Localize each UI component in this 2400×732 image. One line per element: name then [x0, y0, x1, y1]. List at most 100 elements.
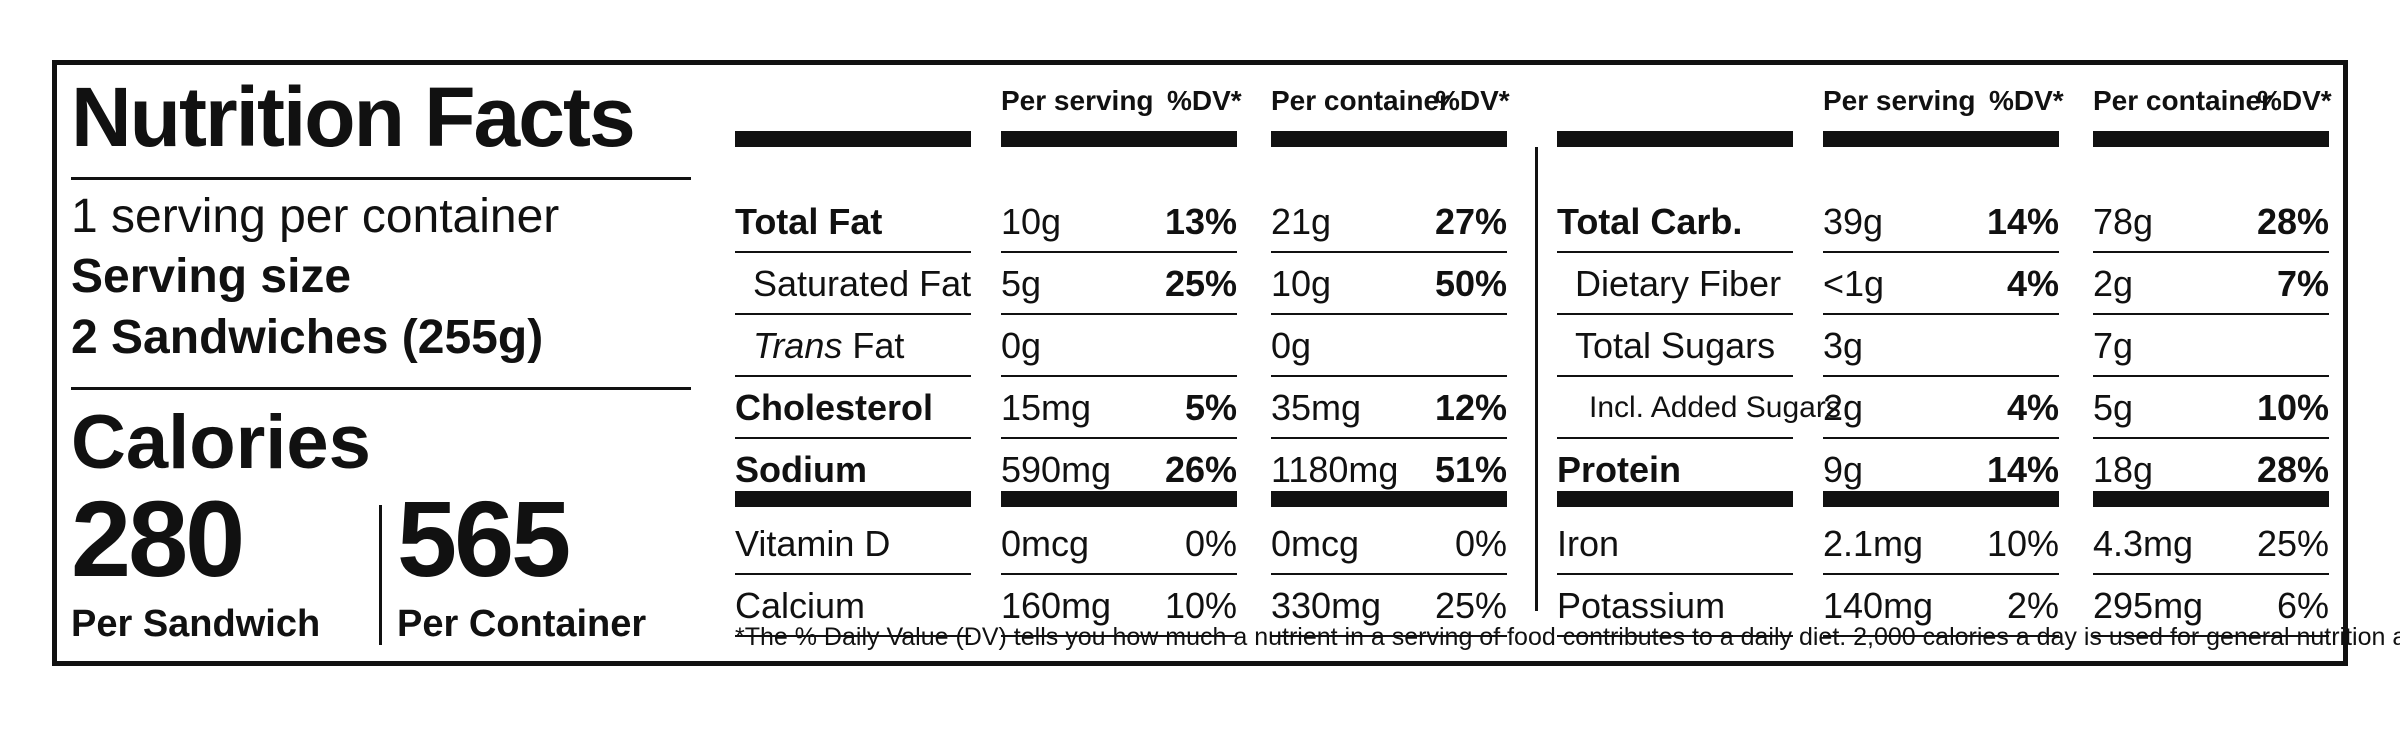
left-row-separator — [735, 251, 971, 253]
right-row-separator — [1823, 437, 2059, 439]
left-row-separator — [1271, 251, 1507, 253]
right-serving-amount-iron: 2.1mg — [1823, 523, 1924, 564]
right-nutrient-name-dietary-fiber: Dietary Fiber — [1575, 263, 1782, 304]
left-row-separator — [735, 573, 971, 575]
right-header-per-container: Per container — [2093, 85, 2272, 116]
left-table-mineral-bar — [1001, 491, 1237, 507]
left-serving-amount-sodium: 590mg — [1001, 449, 1112, 490]
left-container-dv-calcium: 25% — [1434, 585, 1507, 626]
right-serving-amount-total-carb: 39g — [1823, 201, 1884, 242]
servings-per-container: 1 serving per container — [71, 190, 560, 243]
right-nutrient-name-iron: Iron — [1557, 523, 1620, 564]
right-container-dv-potassium: 6% — [2276, 585, 2329, 626]
left-nutrient-name-vitamin-d: Vitamin D — [735, 523, 891, 564]
calories-per-sandwich: 280 — [71, 478, 245, 599]
left-container-amount-saturated-fat: 10g — [1271, 263, 1332, 304]
per-sandwich-label: Per Sandwich — [71, 603, 321, 645]
right-row-separator — [1823, 635, 2059, 637]
right-container-amount-iron: 4.3mg — [2093, 523, 2194, 564]
right-row-separator — [2093, 313, 2329, 315]
left-container-dv-sodium: 51% — [1434, 449, 1507, 490]
right-table-top-bar — [1823, 131, 2059, 147]
left-serving-dv-cholesterol: 5% — [1184, 387, 1237, 428]
calories-divider — [379, 505, 382, 645]
right-row-separator — [1557, 313, 1793, 315]
right-nutrient-name-potassium: Potassium — [1557, 585, 1726, 626]
table-column-divider — [1535, 147, 1538, 611]
right-header-serving-dv: %DV* — [1989, 85, 2064, 116]
right-nutrient-name-total-sugars: Total Sugars — [1575, 325, 1776, 366]
left-header-per-serving: Per serving — [1001, 85, 1154, 116]
left-serving-amount-calcium: 160mg — [1001, 585, 1112, 626]
right-serving-amount-incl-added-sugars: 2g — [1823, 387, 1864, 428]
right-serving-amount-dietary-fiber: <1g — [1823, 263, 1885, 304]
left-container-amount-vitamin-d: 0mcg — [1271, 523, 1360, 564]
left-row-separator — [735, 437, 971, 439]
left-container-amount-sodium: 1180mg — [1271, 449, 1399, 490]
left-container-dv-saturated-fat: 50% — [1434, 263, 1507, 304]
left-row-separator — [1271, 313, 1507, 315]
right-table-top-bar — [1557, 131, 1793, 147]
right-row-separator — [1823, 251, 2059, 253]
right-container-amount-protein: 18g — [2093, 449, 2154, 490]
left-table-top-bar — [735, 131, 971, 147]
nutrition-summary-panel: Nutrition Facts 1 serving per container … — [57, 65, 697, 661]
right-container-dv-dietary-fiber: 7% — [2276, 263, 2329, 304]
left-serving-dv-sodium: 26% — [1164, 449, 1237, 490]
label-title: Nutrition Facts — [71, 70, 636, 164]
right-table-mineral-bar — [1557, 491, 1793, 507]
left-container-dv-total-fat: 27% — [1434, 201, 1507, 242]
left-serving-amount-cholesterol: 15mg — [1001, 387, 1092, 428]
left-table-top-bar — [1271, 131, 1507, 147]
left-serving-dv-vitamin-d: 0% — [1184, 523, 1237, 564]
nutrient-name-rest: Fat — [852, 325, 905, 366]
serving-divider — [71, 387, 691, 390]
right-row-separator — [1823, 375, 2059, 377]
left-nutrient-name-total-fat: Total Fat — [735, 201, 883, 242]
left-row-separator — [1271, 375, 1507, 377]
left-row-separator — [1001, 313, 1237, 315]
right-serving-dv-incl-added-sugars: 4% — [2006, 387, 2059, 428]
right-serving-dv-iron: 10% — [1986, 523, 2059, 564]
left-row-separator — [1271, 635, 1507, 637]
right-serving-amount-potassium: 140mg — [1823, 585, 1934, 626]
right-container-amount-incl-added-sugars: 5g — [2093, 387, 2134, 428]
calories-per-container: 565 — [397, 478, 571, 599]
right-container-dv-iron: 25% — [2256, 523, 2329, 564]
right-row-separator — [2093, 251, 2329, 253]
left-row-separator — [735, 635, 971, 637]
right-nutrient-name-incl-added-sugars: Incl. Added Sugars — [1589, 391, 1841, 424]
title-divider — [71, 177, 691, 180]
left-header-container-dv: %DV* — [1435, 85, 1510, 116]
left-nutrient-name-sodium: Sodium — [735, 449, 867, 490]
left-container-dv-cholesterol: 12% — [1434, 387, 1507, 428]
left-header-per-container: Per container — [1271, 85, 1450, 116]
left-row-separator — [735, 313, 971, 315]
left-container-dv-vitamin-d: 0% — [1454, 523, 1507, 564]
right-row-separator — [1557, 251, 1793, 253]
left-row-separator — [1271, 437, 1507, 439]
right-row-separator — [1557, 437, 1793, 439]
right-container-amount-total-carb: 78g — [2093, 201, 2154, 242]
right-row-separator — [1557, 635, 1793, 637]
serving-size-value: 2 Sandwiches (255g) — [71, 311, 544, 364]
left-row-separator — [1001, 375, 1237, 377]
left-row-separator — [1001, 573, 1237, 575]
left-table-mineral-bar — [1271, 491, 1507, 507]
left-serving-amount-vitamin-d: 0mcg — [1001, 523, 1090, 564]
right-row-separator — [1557, 375, 1793, 377]
right-header-per-serving: Per serving — [1823, 85, 1976, 116]
left-header-serving-dv: %DV* — [1167, 85, 1242, 116]
left-serving-dv-saturated-fat: 25% — [1164, 263, 1237, 304]
right-serving-dv-potassium: 2% — [2006, 585, 2059, 626]
right-serving-dv-dietary-fiber: 4% — [2006, 263, 2059, 304]
right-row-separator — [2093, 437, 2329, 439]
right-container-amount-total-sugars: 7g — [2093, 325, 2134, 366]
right-row-separator — [2093, 375, 2329, 377]
left-serving-dv-calcium: 10% — [1164, 585, 1237, 626]
left-row-separator — [1001, 635, 1237, 637]
nutrition-facts-label: Nutrition Facts 1 serving per container … — [52, 60, 2400, 666]
right-serving-dv-total-carb: 14% — [1986, 201, 2059, 242]
per-container-label: Per Container — [397, 603, 647, 645]
nutrient-name-italic: Trans — [753, 325, 843, 366]
